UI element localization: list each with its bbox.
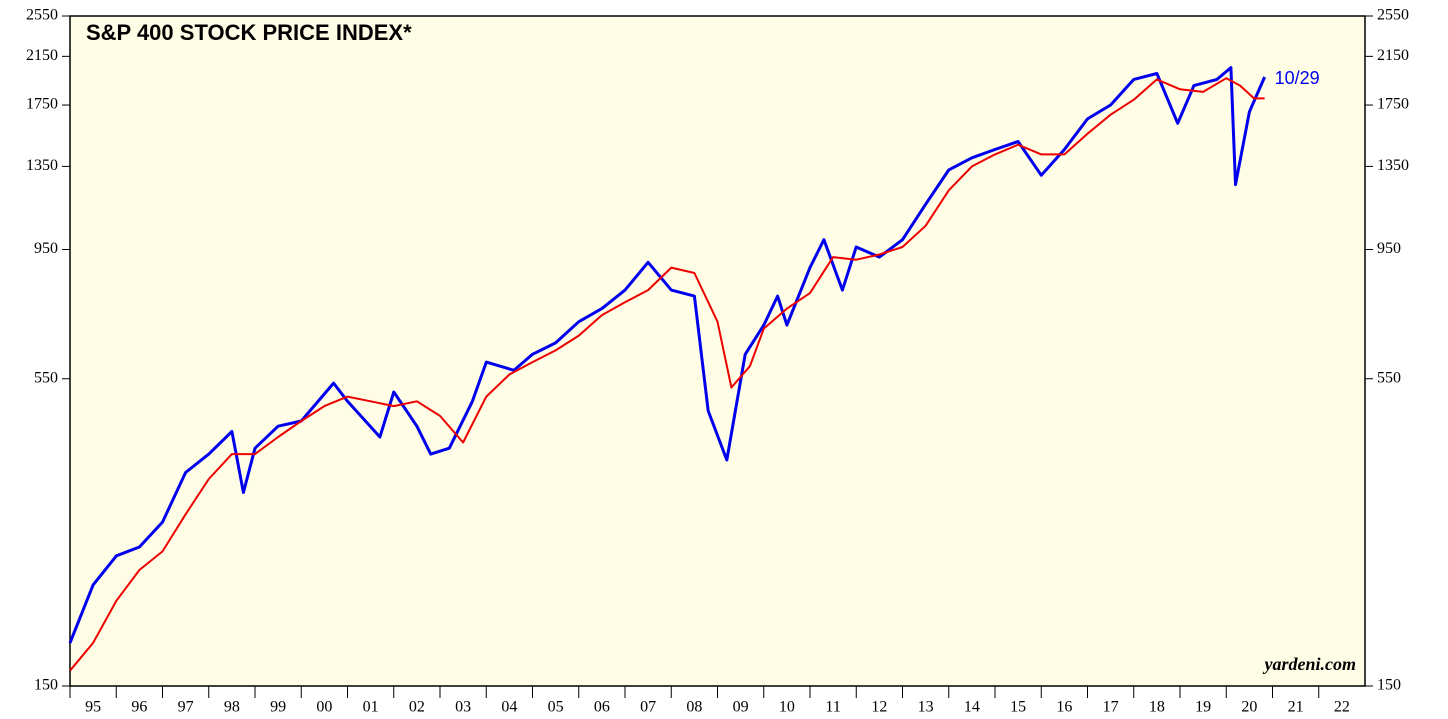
x-tick-label: 98 [224, 699, 240, 716]
y2-tick-label: 1350 [1377, 157, 1409, 174]
source: yardeni.com [1263, 654, 1357, 674]
x-tick-label: 96 [131, 699, 147, 716]
x-tick-label: 01 [363, 699, 379, 716]
x-tick-label: 02 [409, 699, 425, 716]
y-tick-label: 150 [34, 677, 58, 694]
y2-tick-label: 1750 [1377, 96, 1409, 113]
x-tick-label: 97 [178, 699, 194, 716]
x-tick-label: 20 [1241, 699, 1257, 716]
x-tick-label: 13 [918, 699, 934, 716]
chart-title: S&P 400 STOCK PRICE INDEX* [86, 20, 412, 45]
x-tick-label: 00 [316, 699, 332, 716]
y-tick-label: 2550 [26, 7, 58, 24]
x-tick-label: 95 [85, 699, 101, 716]
x-tick-label: 11 [825, 699, 840, 716]
x-tick-label: 08 [686, 699, 702, 716]
x-tick-label: 07 [640, 699, 656, 716]
x-tick-label: 22 [1334, 699, 1350, 716]
y2-tick-label: 950 [1377, 240, 1401, 257]
x-tick-label: 10 [779, 699, 795, 716]
y-tick-label: 1350 [26, 157, 58, 174]
x-tick-label: 09 [733, 699, 749, 716]
x-tick-label: 21 [1288, 699, 1304, 716]
x-tick-label: 18 [1149, 699, 1165, 716]
y-tick-label: 1750 [26, 96, 58, 113]
y-tick-label: 550 [34, 369, 58, 386]
x-tick-label: 15 [1010, 699, 1026, 716]
x-tick-label: 05 [548, 699, 564, 716]
y2-tick-label: 150 [1377, 677, 1401, 694]
x-tick-label: 99 [270, 699, 286, 716]
y2-tick-label: 550 [1377, 369, 1401, 386]
annotation: 10/29 [1275, 68, 1320, 88]
x-tick-label: 17 [1103, 699, 1119, 716]
y-tick-label: 950 [34, 240, 58, 257]
y-tick-label: 2150 [26, 47, 58, 64]
plot-area [69, 15, 1366, 687]
x-tick-label: 14 [964, 699, 980, 716]
x-tick-label: 04 [501, 699, 517, 716]
x-tick-label: 12 [871, 699, 887, 716]
line [68, 66, 1266, 644]
y2-tick-label: 2150 [1377, 47, 1409, 64]
x-tick-label: 06 [594, 699, 610, 716]
x-tick-label: 19 [1195, 699, 1211, 716]
y2-tick-label: 2550 [1377, 7, 1409, 24]
x-tick-label: 16 [1056, 699, 1072, 716]
x-tick-label: 03 [455, 699, 471, 716]
line [69, 77, 1265, 672]
